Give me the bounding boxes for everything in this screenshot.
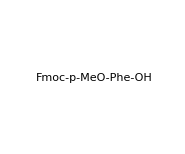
Text: Fmoc-p-MeO-Phe-OH: Fmoc-p-MeO-Phe-OH (36, 73, 153, 83)
